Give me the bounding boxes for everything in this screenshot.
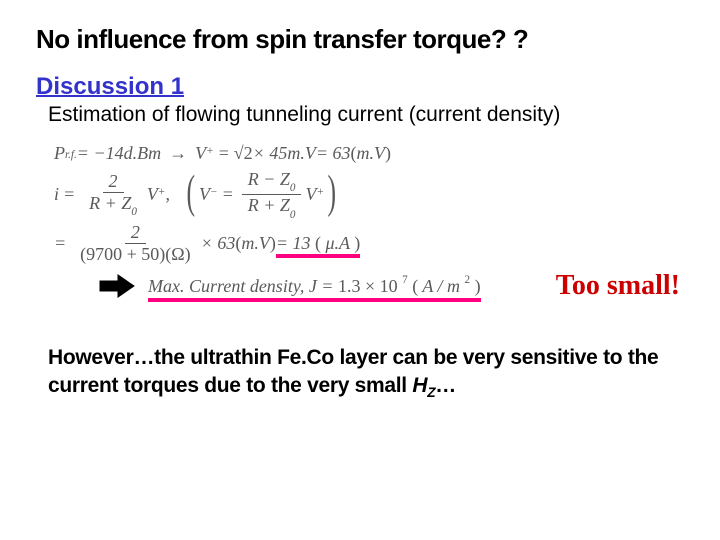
eq1-sub: r.f.	[65, 149, 77, 162]
eq2-i: i	[54, 184, 59, 205]
eq1-Vp: V	[195, 143, 206, 164]
eq3-frac: 2 (9700 + 50)(Ω)	[74, 223, 197, 264]
magenta-underline-icon	[276, 254, 360, 258]
magenta-underline-2-icon	[148, 298, 481, 302]
eq2-frac2-num: R − Z0	[242, 170, 302, 195]
eq2-comma: ,	[165, 184, 183, 205]
density-label: Max. Current density, J =	[148, 276, 338, 296]
however-1: However…the ultrathin Fe.Co layer can be…	[48, 346, 658, 397]
eq3-den: (9700 + 50)(Ω)	[74, 244, 197, 264]
eq1-paren-close: )	[385, 143, 391, 164]
eq3-mult: × 63	[201, 233, 236, 254]
eq2-Vm-sup: −	[210, 186, 218, 199]
eq3-ua: μ.A	[325, 233, 349, 253]
density-row: Max. Current density, J = 1.3 × 10 7 ( A…	[98, 270, 684, 302]
big-paren-close-icon: )	[327, 174, 336, 211]
density-exp: 7	[402, 274, 408, 286]
eq2-Vp2-sup: +	[316, 186, 324, 199]
arrow-right-icon: →	[169, 143, 187, 164]
eq-line-2: i = 2 R + Z0 V + , ( V − = R − Z0	[54, 170, 684, 220]
eq2-paren-group: ( V − = R − Z0 R + Z0 V + )	[183, 170, 339, 220]
eq3-result-wrap: = 13 ( μ.A )	[276, 233, 360, 254]
eq2-Vp-sup: +	[158, 186, 166, 199]
eq3-p4: )	[354, 233, 360, 253]
eq2-f2d-a: R + Z	[248, 195, 290, 215]
equation-block: P r.f. = −14 d.Bm → V + = √2 × 45 m.V = …	[54, 143, 684, 302]
density-p1: (	[412, 276, 418, 296]
eq2-eq2: =	[222, 184, 234, 205]
eq2-frac1: 2 R + Z0	[83, 172, 143, 217]
eq2-equals: =	[63, 184, 75, 205]
however-tail: …	[435, 374, 456, 397]
eq1-mult: × 45	[253, 143, 288, 164]
eq2-frac2: R − Z0 R + Z0	[242, 170, 302, 220]
too-small-label: Too small!	[556, 270, 684, 302]
eq2-Vp2: V	[305, 184, 316, 205]
eq2-Z0: 0	[131, 206, 137, 218]
eq1-mv2: m.V	[356, 143, 385, 164]
however-hz: H	[412, 374, 427, 397]
eq2-frac1-num: 2	[103, 172, 124, 193]
eq-line-3: = 2 (9700 + 50)(Ω) × 63 ( m.V ) = 13 ( μ…	[54, 223, 684, 264]
eq-line-1: P r.f. = −14 d.Bm → V + = √2 × 45 m.V = …	[54, 143, 684, 164]
big-paren-open-icon: (	[187, 174, 196, 211]
eq1-mv: m.V	[287, 143, 316, 164]
however-text: However…the ultrathin Fe.Co layer can be…	[48, 344, 674, 403]
eq1-dbm: d.Bm	[124, 143, 162, 164]
eq2-Vp: V	[147, 184, 158, 205]
eq3-equals: =	[54, 233, 66, 254]
eq2-f2d-b: 0	[290, 209, 296, 221]
density-unit: A / m	[422, 276, 460, 296]
eq1-sqrt: √2	[234, 143, 253, 164]
eq2-Vm: V	[199, 184, 210, 205]
density-underline-wrap: Max. Current density, J = 1.3 × 10 7 ( A…	[148, 276, 481, 297]
eq2-f2n-a: R − Z	[248, 169, 290, 189]
slide-root: No influence from spin transfer torque? …	[0, 0, 720, 423]
subtext: Estimation of flowing tunneling current …	[48, 103, 684, 127]
eq2-f2n-b: 0	[290, 182, 296, 194]
eq3-p3: (	[315, 233, 321, 253]
eq2-frac2-den: R + Z0	[242, 195, 302, 219]
eq1-res: = 63	[316, 143, 351, 164]
eq3-num: 2	[125, 223, 146, 244]
eq1-P: P	[54, 143, 65, 164]
density-unit-exp: 2	[465, 274, 471, 286]
eq2-frac1-den: R + Z0	[83, 193, 143, 217]
eq1-equals: =	[218, 143, 230, 164]
eq1-Vp-sup: +	[206, 145, 214, 158]
block-arrow-right-icon	[98, 273, 136, 299]
density-p2: )	[475, 276, 481, 296]
section-heading: Discussion 1	[36, 73, 684, 101]
slide-title: No influence from spin transfer torque? …	[36, 24, 684, 55]
density-val: 1.3 × 10	[338, 276, 398, 296]
eq3-mv: m.V	[241, 233, 270, 254]
eq1-eq: = −14	[77, 143, 124, 164]
density-eq: Max. Current density, J = 1.3 × 10 7 ( A…	[148, 276, 481, 297]
eq2-RZ: R + Z	[89, 193, 131, 213]
eq3-eq: = 13	[276, 233, 311, 253]
